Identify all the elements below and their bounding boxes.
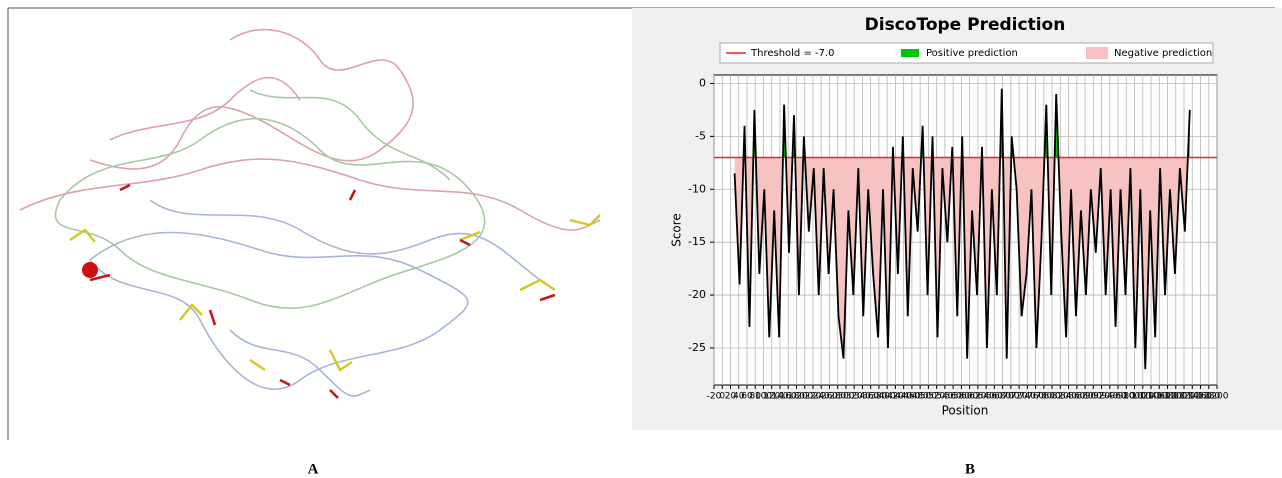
x-tick-label: 560 [945,392,962,402]
x-tick-label: 880 [1076,392,1093,402]
x-tick-label: 360 [862,392,879,402]
x-tick-label: 280 [829,392,846,402]
x-tick-label: 700 [1002,392,1019,402]
x-tick-label: 380 [870,392,887,402]
x-tick-label: 140 [771,392,788,402]
y-tick-label: -25 [688,341,706,354]
y-tick-label: -20 [688,288,706,301]
x-tick-label: 180 [788,392,805,402]
x-tick-label: 720 [1011,392,1028,402]
x-tick-label: 220 [804,392,821,402]
legend-swatch [1086,47,1108,59]
x-tick-label: -20 [707,392,722,402]
y-tick-label: -10 [688,182,706,195]
x-tick-label: 660 [986,392,1003,402]
chart-title: DiscoTope Prediction [865,15,1066,35]
x-tick-label: 0 [719,392,725,402]
x-tick-label: 760 [1027,392,1044,402]
legend-label: Positive prediction [926,48,1018,59]
x-tick-label: 960 [1109,392,1126,402]
x-tick-label: 1200 [1206,392,1229,402]
x-tick-label: 1160 [1189,392,1212,402]
legend-label: Threshold = -7.0 [750,48,835,59]
x-tick-label: 1140 [1181,392,1204,402]
x-tick-label: 640 [978,392,995,402]
x-tick-label: 260 [821,392,838,402]
y-tick-label: -5 [695,129,706,142]
panel-caption: A [308,461,319,477]
x-tick-label: 620 [969,392,986,402]
x-tick-label: 1120 [1173,392,1196,402]
x-tick-label: 740 [1019,392,1036,402]
x-axis-label: Position [942,404,989,418]
x-tick-label: 1180 [1197,392,1220,402]
x-tick-label: 820 [1052,392,1069,402]
x-tick-label: 40 [733,392,745,402]
x-tick-label: 120 [763,392,780,402]
x-tick-label: 420 [887,392,904,402]
x-tick-label: 400 [879,392,896,402]
x-tick-label: 1080 [1156,392,1179,402]
x-tick-label: 1100 [1164,392,1187,402]
panel-caption: B [965,461,975,477]
x-tick-label: 440 [895,392,912,402]
y-tick-label: 0 [699,76,706,89]
x-tick-label: 980 [1118,392,1135,402]
y-axis-label: Score [670,213,684,247]
x-tick-label: 160 [780,392,797,402]
x-tick-label: 500 [920,392,937,402]
x-tick-label: 300 [837,392,854,402]
x-tick-label: 840 [1060,392,1077,402]
score-line [733,88,1191,370]
x-tick-label: 60 [741,392,753,402]
x-tick-label: 1060 [1148,392,1171,402]
x-tick-label: 20 [725,392,737,402]
x-tick-label: 100 [755,392,772,402]
x-tick-label: 240 [813,392,830,402]
legend-swatch [901,49,919,57]
x-tick-label: 460 [903,392,920,402]
x-tick-label: 920 [1093,392,1110,402]
y-tick-label: -15 [688,235,706,248]
x-tick-label: 800 [1043,392,1060,402]
legend-label: Negative prediction [1114,48,1212,59]
x-tick-label: 580 [953,392,970,402]
x-tick-label: 520 [928,392,945,402]
x-tick-label: 480 [912,392,929,402]
x-tick-label: 320 [846,392,863,402]
x-tick-label: 1020 [1131,392,1154,402]
protein-structure [19,28,601,399]
x-tick-label: 80 [750,392,762,402]
x-tick-label: 540 [936,392,953,402]
x-tick-label: 600 [961,392,978,402]
x-tick-label: 940 [1101,392,1118,402]
x-tick-label: 1000 [1123,392,1146,402]
x-tick-label: 200 [796,392,813,402]
x-tick-label: 340 [854,392,871,402]
x-tick-label: 860 [1068,392,1085,402]
x-tick-label: 780 [1035,392,1052,402]
x-tick-label: 1040 [1140,392,1163,402]
x-tick-label: 900 [1085,392,1102,402]
x-tick-label: 680 [994,392,1011,402]
